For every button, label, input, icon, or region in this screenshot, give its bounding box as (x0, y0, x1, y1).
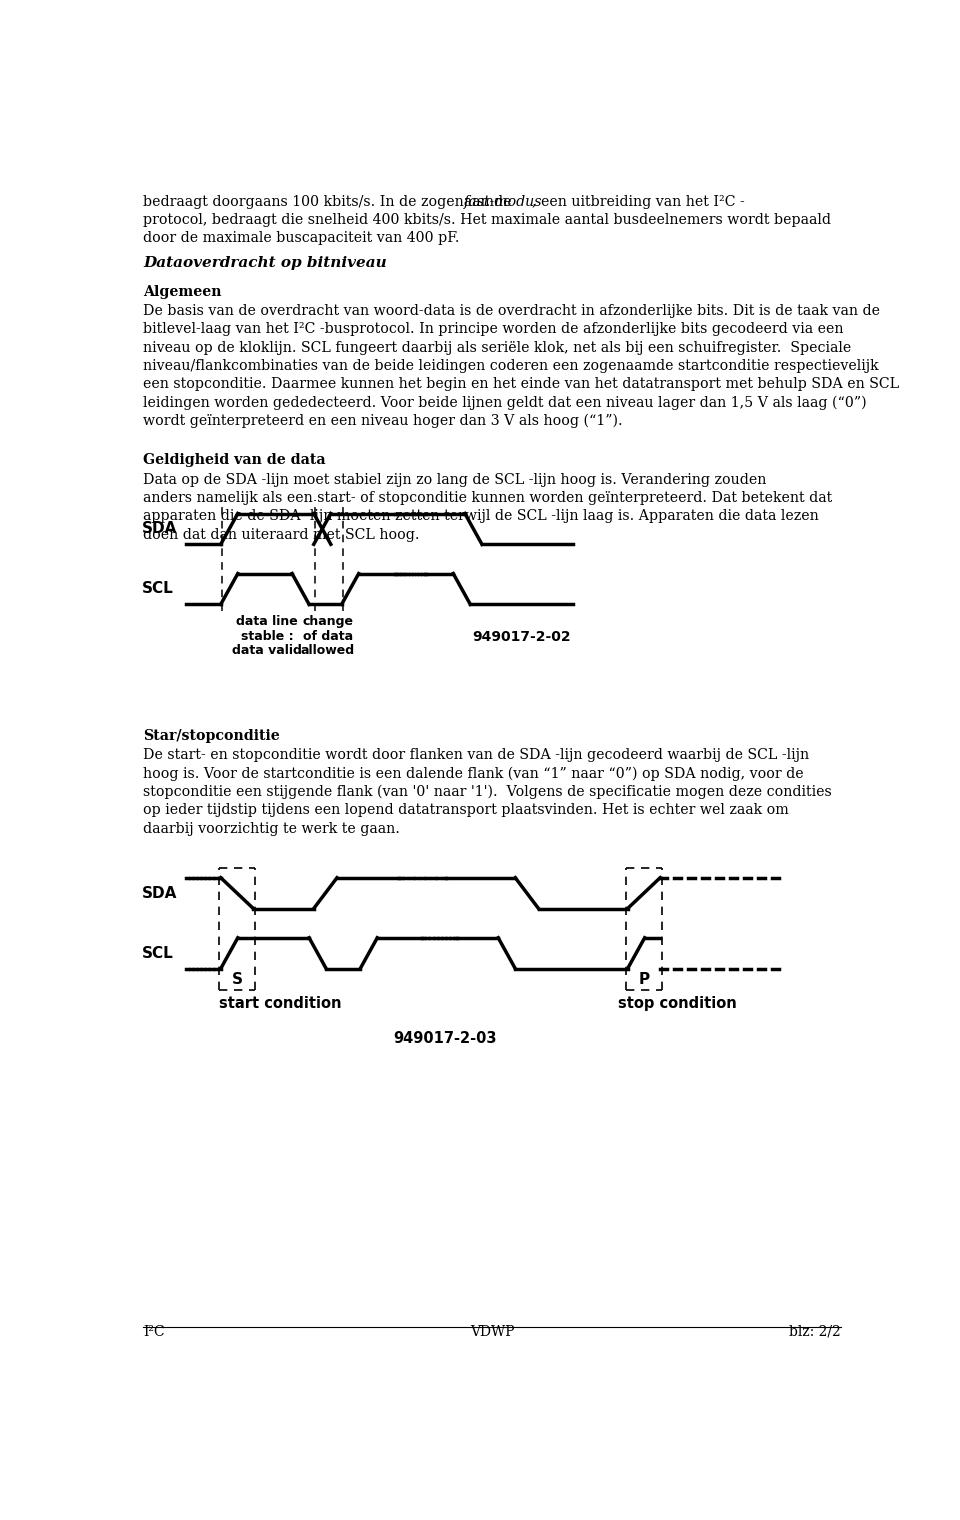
Text: fast-modus: fast-modus (464, 195, 542, 208)
Text: blz: 2/2: blz: 2/2 (789, 1325, 841, 1339)
Text: daarbij voorzichtig te werk te gaan.: daarbij voorzichtig te werk te gaan. (143, 822, 400, 836)
Text: door de maximale buscapaciteit van 400 pF.: door de maximale buscapaciteit van 400 p… (143, 231, 460, 245)
Text: SCL: SCL (142, 582, 174, 596)
Text: SDA: SDA (142, 521, 177, 537)
Text: hoog is. Voor de startconditie is een dalende flank (van “1” naar “0”) op SDA no: hoog is. Voor de startconditie is een da… (143, 766, 804, 781)
Text: doen dat dan uiteraard met SCL hoog.: doen dat dan uiteraard met SCL hoog. (143, 527, 420, 541)
Text: op ieder tijdstip tijdens een lopend datatransport plaatsvinden. Het is echter w: op ieder tijdstip tijdens een lopend dat… (143, 804, 789, 818)
Text: anders namelijk als een start- of stopconditie kunnen worden geïnterpreteerd. Da: anders namelijk als een start- of stopco… (143, 491, 832, 505)
Text: SDA: SDA (142, 886, 177, 901)
Text: niveau/flankcombinaties van de beide leidingen coderen een zogenaamde startcondi: niveau/flankcombinaties van de beide lei… (143, 359, 878, 372)
Text: bedraagt doorgaans 100 kbits/s. In de zogenaamde: bedraagt doorgaans 100 kbits/s. In de zo… (143, 195, 516, 208)
Text: SCL: SCL (142, 945, 174, 961)
Text: stable :: stable : (241, 629, 294, 643)
Text: VDWP: VDWP (469, 1325, 515, 1339)
Text: wordt geïnterpreteerd en een niveau hoger dan 3 V als hoog (“1”).: wordt geïnterpreteerd en een niveau hoge… (143, 413, 623, 429)
Text: of data: of data (302, 629, 352, 643)
Text: protocol, bedraagt die snelheid 400 kbits/s. Het maximale aantal busdeelnemers w: protocol, bedraagt die snelheid 400 kbit… (143, 213, 831, 226)
Text: I²C: I²C (143, 1325, 165, 1339)
Text: change: change (302, 616, 353, 628)
Text: allowed: allowed (300, 644, 355, 658)
Text: 949017-2-02: 949017-2-02 (472, 629, 571, 644)
Text: start condition: start condition (219, 996, 342, 1011)
Text: een stopconditie. Daarmee kunnen het begin en het einde van het datatransport me: een stopconditie. Daarmee kunnen het beg… (143, 377, 900, 391)
Text: data line: data line (236, 616, 299, 628)
Text: bitlevel-laag van het I²C -busprotocol. In principe worden de afzonderlijke bits: bitlevel-laag van het I²C -busprotocol. … (143, 322, 844, 336)
Text: P: P (638, 973, 650, 986)
Text: leidingen worden gededecteerd. Voor beide lijnen geldt dat een niveau lager dan : leidingen worden gededecteerd. Voor beid… (143, 395, 867, 410)
Text: stop condition: stop condition (618, 996, 737, 1011)
Text: Geldigheid van de data: Geldigheid van de data (143, 453, 325, 468)
Text: 949017-2-03: 949017-2-03 (394, 1031, 497, 1046)
Text: stopconditie een stijgende flank (van '0' naar '1').  Volgens de specificatie mo: stopconditie een stijgende flank (van '0… (143, 784, 832, 800)
Text: Star/stopconditie: Star/stopconditie (143, 730, 280, 743)
Text: data valid: data valid (232, 644, 302, 658)
Text: S: S (231, 973, 243, 986)
Text: De basis van de overdracht van woord-data is de overdracht in afzonderlijke bits: De basis van de overdracht van woord-dat… (143, 304, 880, 318)
Text: Algemeen: Algemeen (143, 284, 222, 299)
Text: Data op de SDA -lijn moet stabiel zijn zo lang de SCL -lijn hoog is. Verandering: Data op de SDA -lijn moet stabiel zijn z… (143, 473, 767, 486)
Text: Dataoverdracht op bitniveau: Dataoverdracht op bitniveau (143, 255, 387, 269)
Text: , een uitbreiding van het I²C -: , een uitbreiding van het I²C - (532, 195, 745, 208)
Text: apparaten die de SDA -lijn moeten zetten terwijl de SCL -lijn laag is. Apparaten: apparaten die de SDA -lijn moeten zetten… (143, 509, 819, 523)
Text: De start- en stopconditie wordt door flanken van de SDA -lijn gecodeerd waarbij : De start- en stopconditie wordt door fla… (143, 748, 809, 763)
Text: niveau op de kloklijn. SCL fungeert daarbij als seriële klok, net als bij een sc: niveau op de kloklijn. SCL fungeert daar… (143, 340, 852, 354)
